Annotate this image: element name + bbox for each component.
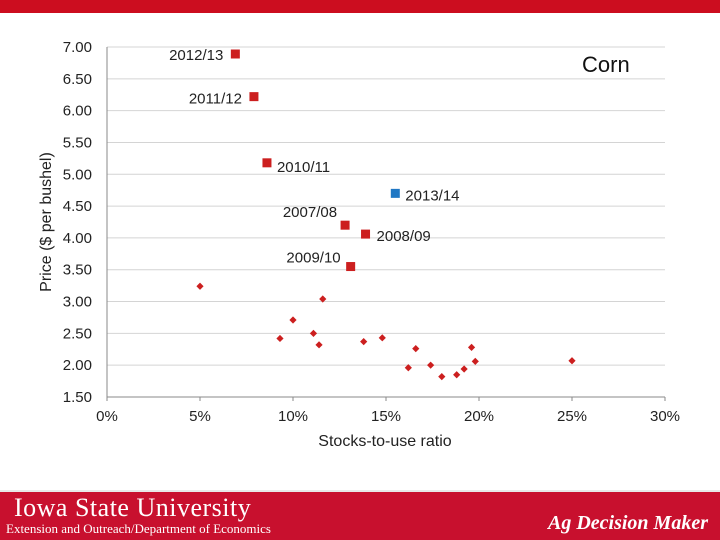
- y-tick-label: 4.00: [63, 230, 92, 247]
- chart-title: Corn: [582, 52, 630, 77]
- labeled-point: [230, 49, 240, 59]
- x-tick-label: 20%: [464, 408, 494, 425]
- y-axis-title: Price ($ per bushel): [38, 152, 55, 292]
- data-point: [412, 345, 420, 353]
- data-point: [438, 373, 446, 381]
- data-point: [568, 357, 576, 365]
- y-tick-label: 3.00: [63, 294, 92, 311]
- data-point: [471, 357, 479, 365]
- data-point: [289, 316, 297, 324]
- point-label: 2007/08: [283, 204, 337, 221]
- data-point: [427, 361, 435, 369]
- data-point: [319, 295, 327, 303]
- point-label: 2010/11: [277, 159, 330, 176]
- scatter-chart: 1.50 2.00 2.50 3.00 3.50 4.00 4.50 5.00 5.50 6.00…: [38, 39, 680, 450]
- labeled-point: [249, 92, 259, 102]
- data-point: [453, 371, 461, 379]
- labeled-point: [390, 188, 400, 198]
- labeled-point: [361, 229, 371, 239]
- data-point: [196, 282, 204, 290]
- y-tick-label: 1.50: [63, 389, 92, 406]
- data-point: [276, 334, 284, 343]
- department-text: Extension and Outreach/Department of Eco…: [6, 521, 271, 536]
- data-point: [404, 364, 412, 372]
- y-tick-label: 6.00: [63, 103, 92, 120]
- footer-band: Iowa State University Extension and Outr…: [0, 490, 720, 540]
- labeled-point: [262, 158, 272, 168]
- point-label: 2012/13: [169, 47, 223, 64]
- x-tick-label: 25%: [557, 408, 587, 425]
- y-tick-label: 2.50: [63, 325, 92, 342]
- y-tick-label: 7.00: [63, 39, 92, 56]
- data-point: [309, 329, 318, 337]
- ag-decision-maker-logo: Ag Decision Maker: [548, 512, 708, 534]
- y-tick-label: 2.00: [63, 357, 92, 374]
- labeled-point: [346, 262, 356, 272]
- point-label: 2011/12: [189, 91, 242, 108]
- y-tick-label: 5.00: [63, 166, 92, 183]
- data-point: [360, 338, 368, 346]
- point-label: 2008/09: [377, 228, 431, 245]
- data-point: [467, 343, 476, 351]
- x-tick-label: 5%: [189, 408, 211, 425]
- y-tick-label: 3.50: [63, 262, 92, 279]
- x-tick-label: 10%: [278, 408, 308, 425]
- footer-divider: [0, 490, 720, 492]
- x-tick-label: 30%: [650, 408, 680, 425]
- x-tick-label: 0%: [96, 408, 118, 425]
- point-label: 2013/14: [405, 187, 459, 204]
- y-tick-label: 5.50: [63, 134, 92, 151]
- data-point: [378, 334, 386, 342]
- data-point: [460, 365, 468, 373]
- y-tick-label: 4.50: [63, 198, 92, 215]
- x-axis-title: Stocks-to-use ratio: [318, 433, 451, 450]
- labeled-point: [340, 220, 350, 230]
- y-tick-label: 6.50: [63, 71, 92, 88]
- data-point: [315, 341, 323, 349]
- university-logo: Iowa State University: [14, 493, 252, 522]
- x-tick-label: 15%: [371, 408, 401, 425]
- header-bar: [0, 0, 720, 13]
- point-label: 2009/10: [286, 250, 340, 267]
